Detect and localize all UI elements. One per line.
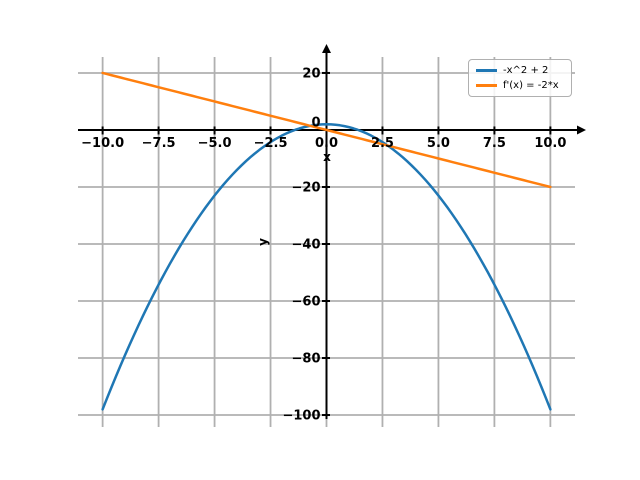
x-axis-label: x [323, 150, 331, 164]
x-tick-label: 2.5 [371, 136, 394, 151]
legend-label: -x^2 + 2 [503, 65, 549, 76]
y-tick-label: −60 [292, 295, 321, 310]
y-axis-label: y [256, 238, 270, 246]
x-tick-label: −10.0 [81, 136, 124, 151]
series-1-curve [101, 71, 552, 189]
y-tick-label: 0 [311, 115, 320, 130]
x-tick-label: 7.5 [483, 136, 506, 151]
y-tick-label: −20 [292, 180, 321, 195]
x-tick-label: 5.0 [427, 136, 450, 151]
legend-line-swatch-blue [476, 69, 497, 72]
x-tick-label: −7.5 [142, 136, 176, 151]
legend: -x^2 + 2 f'(x) = -2*x [468, 59, 572, 97]
series-0-curve [101, 123, 552, 411]
y-axis-arrow-icon [322, 44, 331, 53]
y-tick-label: −80 [292, 352, 321, 367]
x-tick-label: −2.5 [254, 136, 288, 151]
x-tick-label: −5.0 [198, 136, 232, 151]
legend-label: f'(x) = -2*x [503, 80, 559, 91]
y-tick-label: −40 [292, 237, 321, 252]
y-tick-label: −100 [282, 409, 320, 424]
x-axis-arrow-icon [577, 125, 586, 135]
x-tick-label: 0.0 [315, 136, 338, 151]
x-tick-label: 10.0 [534, 136, 566, 151]
legend-entry: f'(x) = -2*x [476, 80, 564, 91]
y-tick-label: 20 [302, 66, 320, 81]
legend-line-swatch-orange [476, 84, 497, 87]
legend-entry: -x^2 + 2 [476, 65, 564, 76]
